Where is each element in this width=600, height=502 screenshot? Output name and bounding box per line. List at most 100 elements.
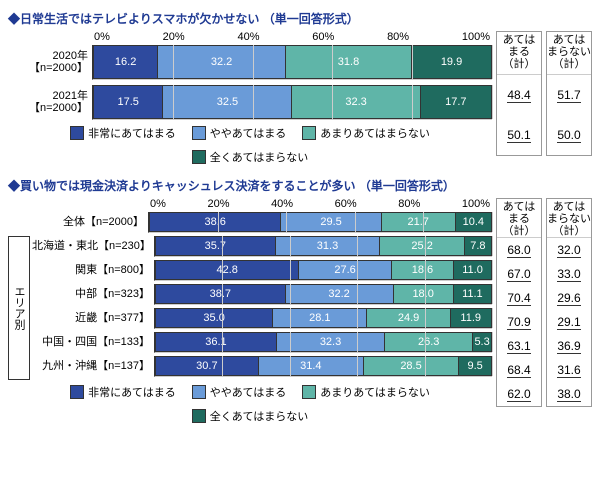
side-cell: 63.1 xyxy=(497,334,541,358)
grid-line xyxy=(357,284,358,304)
stacked-bar: 30.731.428.59.5 xyxy=(155,356,492,376)
bar-row: 近畿【n=377】35.028.124.911.9 xyxy=(32,308,492,328)
side-value: 70.9 xyxy=(507,315,530,330)
bar-row: 中国・四国【n=133】36.132.326.35.3 xyxy=(32,332,492,352)
bar-segment: 32.3 xyxy=(277,333,385,351)
bar-segment: 35.7 xyxy=(156,237,276,255)
grid-line xyxy=(492,236,493,256)
bar-row: 北海道・東北【n=230】35.731.325.27.8 xyxy=(32,236,492,256)
grid-line xyxy=(492,356,493,376)
side-cell: 67.0 xyxy=(497,262,541,286)
bar-segment: 27.6 xyxy=(299,261,391,279)
bar-wrap: 38.732.218.011.1 xyxy=(154,284,492,305)
side-value: 48.4 xyxy=(507,88,530,103)
side-head: あてはまらない（計） xyxy=(547,32,591,75)
side-box-yes: あてはまる（計）68.067.0 70.4 70.9 63.1 68.4 62.0 xyxy=(496,198,542,407)
bar-segment: 28.5 xyxy=(364,357,459,375)
side-value: 62.0 xyxy=(507,387,530,402)
side-value: 68.4 xyxy=(507,363,530,378)
grid-line xyxy=(492,332,493,352)
legend-label: ややあてはまる xyxy=(210,125,287,141)
side-value: 38.0 xyxy=(557,387,580,402)
bar-segment: 10.4 xyxy=(456,213,491,231)
stacked-bar: 17.532.532.317.7 xyxy=(93,85,492,119)
legend-item: あまりあてはまらない xyxy=(302,384,430,400)
bar-segment: 32.2 xyxy=(286,285,394,303)
side-value: 70.4 xyxy=(507,291,530,306)
legend-swatch xyxy=(302,385,316,399)
area-group: エリア別北海道・東北【n=230】35.731.325.27.8関東【n=800… xyxy=(8,236,492,380)
axis-tick: 60% xyxy=(335,198,357,210)
bar-segment: 38.6 xyxy=(150,213,281,231)
grid-line xyxy=(332,85,333,119)
side-cell: 68.0 xyxy=(497,238,541,262)
bar-segment: 21.7 xyxy=(382,213,456,231)
bar-wrap: 16.232.231.819.9 xyxy=(92,45,492,80)
grid-line xyxy=(357,260,358,280)
bar-wrap: 30.731.428.59.5 xyxy=(154,356,492,377)
row-label: 全体【n=2000】 xyxy=(26,216,148,228)
side-value: 29.6 xyxy=(557,291,580,306)
side-value: 36.9 xyxy=(557,339,580,354)
bar-segment: 32.3 xyxy=(292,86,420,118)
grid-line xyxy=(357,356,358,376)
grid-line xyxy=(173,45,174,79)
stacked-bar: 42.827.618.611.0 xyxy=(155,260,492,280)
grid-line xyxy=(425,308,426,328)
grid-line xyxy=(412,45,413,79)
side-cell: 38.0 xyxy=(547,382,591,406)
bar-segment: 24.9 xyxy=(367,309,450,327)
bar-segment: 19.9 xyxy=(412,46,491,78)
stacked-bar: 16.232.231.819.9 xyxy=(93,45,492,79)
stacked-bar: 35.028.124.911.9 xyxy=(155,308,492,328)
bar-wrap: 38.629.521.710.4 xyxy=(148,212,492,233)
chart1-title: ◆日常生活ではテレビよりスマホが欠かせない （単一回答形式） xyxy=(8,10,592,27)
grid-line xyxy=(357,236,358,256)
side-value: 31.6 xyxy=(557,363,580,378)
side-box-no: あてはまらない（計）51.750.0 xyxy=(546,31,592,156)
grid-line xyxy=(173,85,174,119)
bar-row: 全体【n=2000】38.629.521.710.4 xyxy=(8,212,492,232)
legend-swatch xyxy=(192,126,206,140)
legend-swatch xyxy=(192,150,206,164)
bar-row: 中部【n=323】38.732.218.011.1 xyxy=(32,284,492,304)
grid-line xyxy=(222,236,223,256)
axis-tick: 60% xyxy=(312,31,334,43)
legend-label: 非常にあてはまる xyxy=(88,125,176,141)
bar-segment: 31.3 xyxy=(276,237,381,255)
grid-line xyxy=(222,356,223,376)
grid-line xyxy=(425,284,426,304)
legend-item: 全くあてはまらない xyxy=(192,408,309,424)
side-cell: 51.7 xyxy=(547,75,591,115)
side-head: あてはまる（計） xyxy=(497,199,541,238)
side-cell: 33.0 xyxy=(547,262,591,286)
bar-segment: 11.0 xyxy=(454,261,491,279)
bar-segment: 18.6 xyxy=(392,261,454,279)
side-cell: 31.6 xyxy=(547,358,591,382)
bar-segment: 38.7 xyxy=(156,285,286,303)
side-cell: 29.6 xyxy=(547,286,591,310)
axis-tick: 40% xyxy=(237,31,259,43)
side-value: 32.0 xyxy=(557,243,580,258)
legend-swatch xyxy=(70,385,84,399)
bar-segment: 7.8 xyxy=(465,237,491,255)
legend-item: 全くあてはまらない xyxy=(192,149,309,165)
legend-item: あまりあてはまらない xyxy=(302,125,430,141)
bar-wrap: 42.827.618.611.0 xyxy=(154,260,492,281)
bar-segment: 16.2 xyxy=(94,46,158,78)
area-rows: 北海道・東北【n=230】35.731.325.27.8関東【n=800】42.… xyxy=(32,236,492,380)
grid-line xyxy=(222,332,223,352)
axis-ticks: 0%20%40%60%80%100% xyxy=(148,198,492,212)
axis-tick: 20% xyxy=(163,31,185,43)
grid-line xyxy=(357,308,358,328)
legend-swatch xyxy=(70,126,84,140)
bar-segment: 32.5 xyxy=(163,86,292,118)
legend-item: ややあてはまる xyxy=(192,125,287,141)
grid-line xyxy=(492,45,493,79)
grid-line xyxy=(253,45,254,79)
stacked-bar: 35.731.325.27.8 xyxy=(155,236,492,256)
row-label: 中部【n=323】 xyxy=(32,288,154,300)
stacked-bar: 38.732.218.011.1 xyxy=(155,284,492,304)
grid-line xyxy=(492,212,493,232)
grid-line xyxy=(492,85,493,119)
